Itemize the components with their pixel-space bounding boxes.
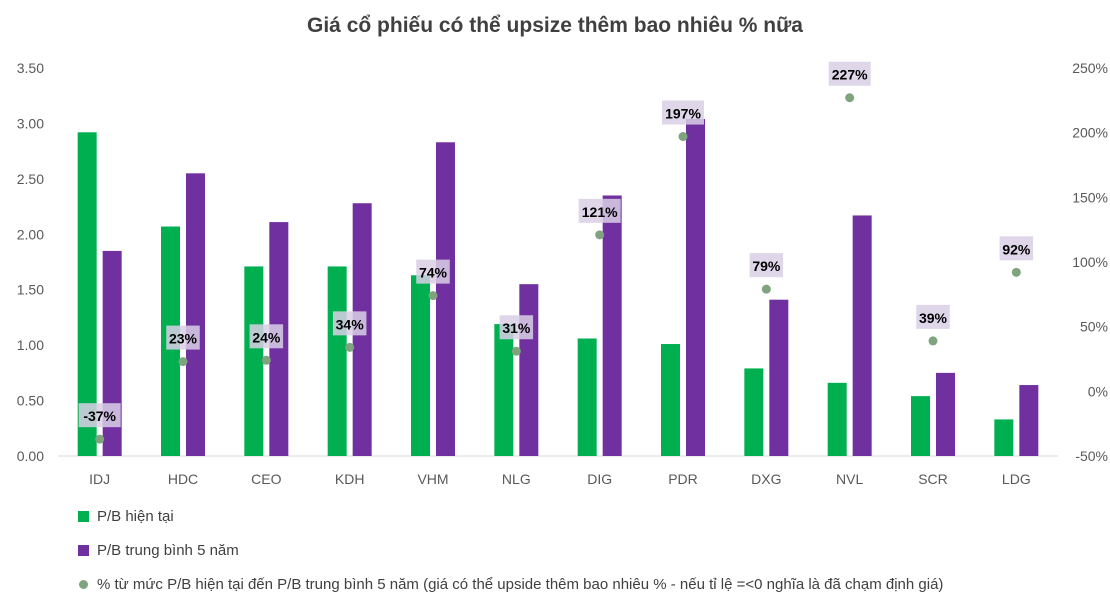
y-right-tick-label: 0% — [1088, 383, 1108, 399]
y-right-tick-label: 250% — [1072, 60, 1108, 76]
bar-avg-pb — [686, 118, 705, 456]
x-tick-label: NVL — [836, 471, 863, 487]
x-tick-label: DIG — [587, 471, 612, 487]
data-label: 74% — [419, 265, 448, 281]
legend-label-upside: % từ mức P/B hiện tại đến P/B trung bình… — [97, 576, 944, 593]
legend-label-avg-pb: P/B trung bình 5 năm — [97, 542, 239, 559]
data-label: 79% — [752, 258, 781, 274]
legend-swatch-purple — [78, 545, 89, 556]
bar-avg-pb — [852, 215, 872, 456]
data-label: -37% — [83, 408, 116, 424]
data-label: 39% — [919, 310, 948, 326]
y-left-tick-label: 3.50 — [17, 60, 44, 76]
legend-marker-dot — [79, 580, 88, 589]
scatter-point-upside — [595, 230, 605, 240]
data-label: 31% — [502, 320, 531, 336]
data-label-box — [578, 198, 621, 223]
bar-avg-pb — [1019, 385, 1039, 456]
y-right-tick-label: 150% — [1072, 189, 1108, 205]
bar-avg-pb — [436, 142, 455, 456]
legend-swatch-green — [78, 511, 89, 522]
legend-item-upside: % từ mức P/B hiện tại đến P/B trung bình… — [78, 576, 943, 593]
x-tick-label: KDH — [335, 471, 365, 487]
bar-current-pb — [994, 419, 1014, 456]
bar-avg-pb — [936, 372, 955, 456]
y-right-tick-label: 200% — [1072, 125, 1108, 141]
data-label-box — [999, 236, 1034, 261]
scatter-point-upside — [511, 346, 521, 356]
y-left-tick-label: 3.00 — [17, 115, 44, 131]
y-left-tick-label: 1.00 — [17, 337, 44, 353]
bar-avg-pb — [769, 299, 789, 456]
y-right-tick-label: 100% — [1072, 254, 1108, 270]
y-right-tick-label: -50% — [1075, 448, 1108, 464]
x-tick-label: VHM — [417, 471, 448, 487]
bar-avg-pb — [519, 284, 539, 456]
scatter-point-upside — [345, 342, 355, 352]
data-label-box — [249, 324, 284, 349]
legend-label-current-pb: P/B hiện tại — [97, 508, 174, 525]
data-label: 197% — [665, 106, 701, 122]
data-label: 34% — [336, 316, 365, 332]
y-left-tick-label: 0.50 — [17, 393, 44, 409]
y-right-tick-label: 50% — [1080, 319, 1108, 335]
bar-current-pb — [244, 266, 264, 456]
data-label: 92% — [1002, 241, 1031, 257]
y-left-tick-label: 2.00 — [17, 226, 44, 242]
scatter-point-upside — [178, 357, 188, 367]
scatter-point-upside — [928, 336, 938, 346]
data-label: 24% — [252, 329, 281, 345]
x-tick-label: DXG — [751, 471, 781, 487]
bar-current-pb — [827, 382, 847, 456]
x-tick-label: PDR — [668, 471, 698, 487]
x-tick-label: SCR — [918, 471, 948, 487]
scatter-point-upside — [761, 284, 771, 294]
x-tick-label: IDJ — [89, 471, 110, 487]
bar-current-pb — [411, 275, 430, 456]
data-label-box — [662, 100, 704, 125]
legend-item-avg-pb: P/B trung bình 5 năm — [78, 542, 239, 559]
data-label: 227% — [832, 67, 868, 83]
scatter-point-upside — [678, 132, 688, 142]
y-left-tick-label: 1.50 — [17, 282, 44, 298]
y-left-tick-label: 2.50 — [17, 171, 44, 187]
chart-title: Giá cổ phiếu có thể upsize thêm bao nhiê… — [307, 14, 803, 37]
bar-current-pb — [744, 368, 764, 456]
bar-current-pb — [77, 132, 97, 456]
data-label-box — [499, 315, 534, 340]
bar-current-pb — [661, 344, 680, 456]
scatter-point-upside — [95, 434, 105, 444]
data-label-box — [78, 403, 121, 428]
scatter-point-upside — [845, 93, 855, 103]
x-tick-label: CEO — [251, 471, 281, 487]
y-left-tick-label: 0.00 — [17, 448, 44, 464]
data-label-box — [749, 253, 784, 278]
bar-avg-pb — [602, 195, 622, 456]
data-label-box — [416, 259, 450, 284]
scatter-point-upside — [428, 291, 438, 301]
data-label: 121% — [582, 204, 618, 220]
scatter-point-upside — [1011, 267, 1021, 277]
scatter-point-upside — [261, 355, 271, 365]
x-tick-label: LDG — [1002, 471, 1031, 487]
bar-current-pb — [577, 338, 597, 456]
legend-item-current-pb: P/B hiện tại — [78, 508, 174, 525]
bar-current-pb — [327, 266, 347, 456]
x-tick-label: NLG — [502, 471, 531, 487]
bar-current-pb — [911, 396, 930, 456]
x-tick-label: HDC — [168, 471, 198, 487]
data-label-box — [916, 304, 950, 329]
data-label-box — [332, 311, 367, 336]
bar-current-pb — [494, 324, 514, 456]
data-label: 23% — [169, 331, 198, 347]
bar-avg-pb — [186, 173, 205, 457]
data-label-box — [166, 325, 200, 350]
data-label-box — [828, 61, 871, 86]
